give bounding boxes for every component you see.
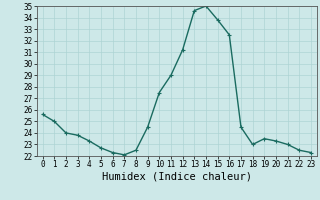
X-axis label: Humidex (Indice chaleur): Humidex (Indice chaleur) [102, 172, 252, 182]
